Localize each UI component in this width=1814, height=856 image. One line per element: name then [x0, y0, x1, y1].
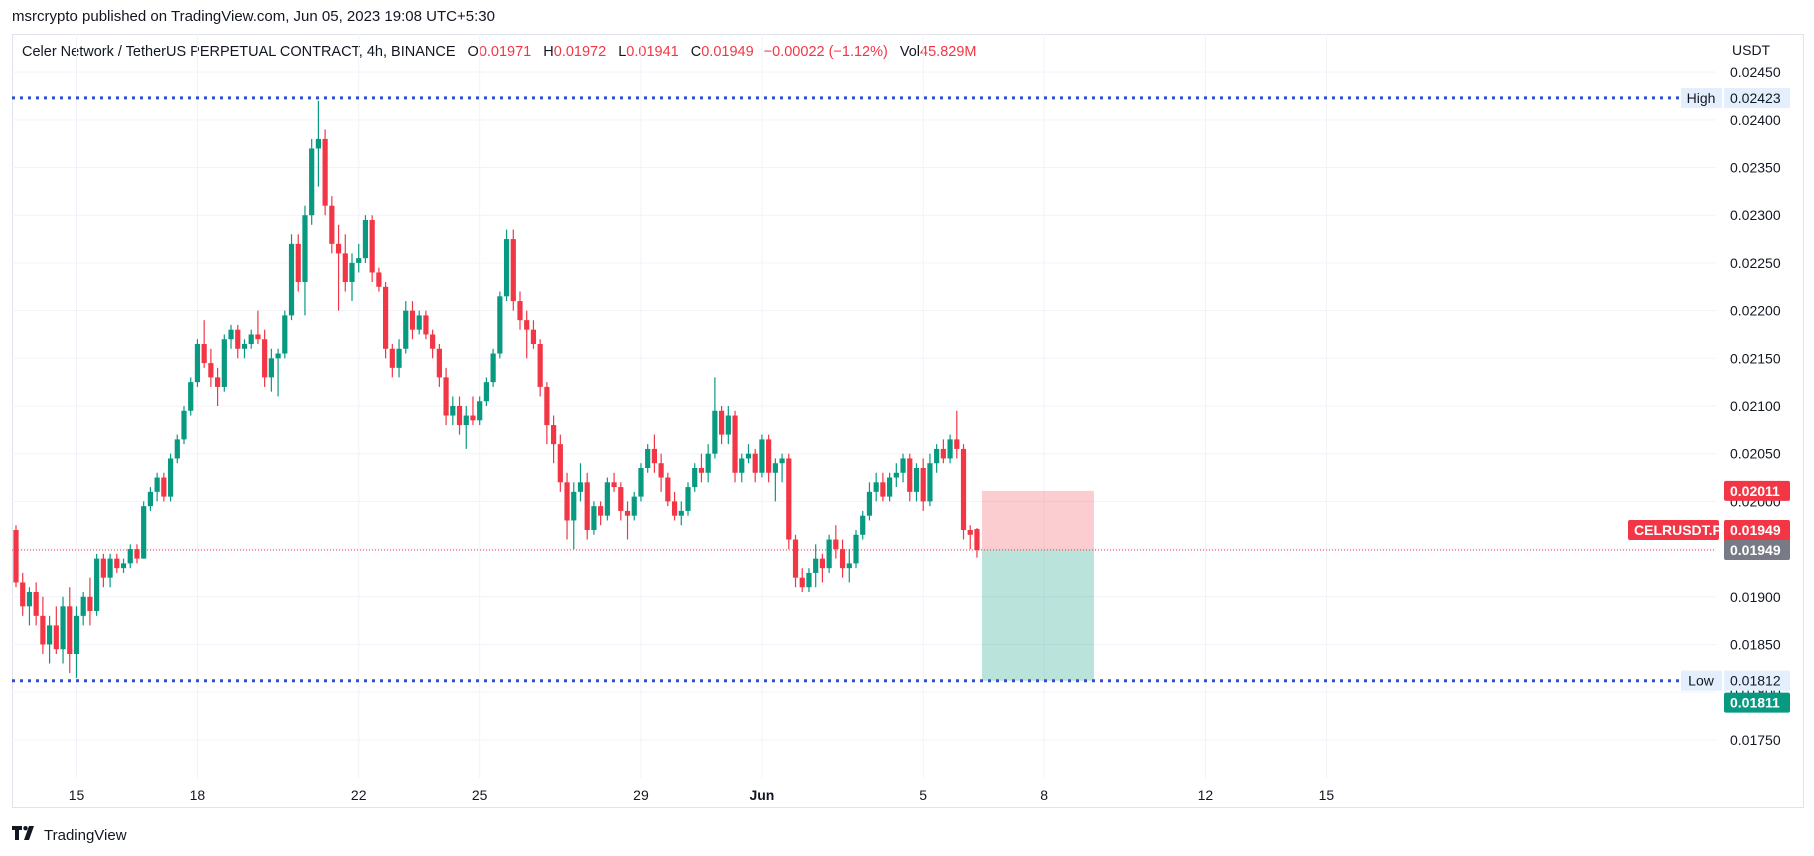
legend-close-label: C	[690, 44, 702, 60]
footer-brand[interactable]: TradingView	[44, 826, 127, 844]
legend-symbol: Celer Network / TetherUS PERPETUAL CONTR…	[22, 44, 456, 60]
legend-open-value: 0.01971	[478, 44, 532, 60]
legend-change: −0.00022 (−1.12%)	[763, 44, 888, 60]
legend-low-label: L	[618, 44, 627, 60]
legend-volume-label: Vol	[899, 44, 921, 60]
publisher-line: msrcrypto published on TradingView.com, …	[12, 8, 495, 25]
chart-frame[interactable]	[12, 34, 1804, 808]
price-axis-unit: USDT	[1732, 42, 1771, 58]
ohlc-legend: Celer Network / TetherUS PERPETUAL CONTR…	[22, 44, 976, 60]
legend-low-value: 0.01941	[626, 44, 679, 60]
legend-volume-value: 45.829M	[920, 44, 977, 60]
legend-close-value: 0.01949	[701, 44, 754, 60]
legend-high-label: H	[543, 44, 554, 60]
legend-open-label: O	[467, 44, 479, 60]
legend-high-value: 0.01972	[553, 44, 607, 60]
footer: TradingView	[12, 825, 127, 845]
tradingview-logo-icon[interactable]	[12, 825, 38, 845]
